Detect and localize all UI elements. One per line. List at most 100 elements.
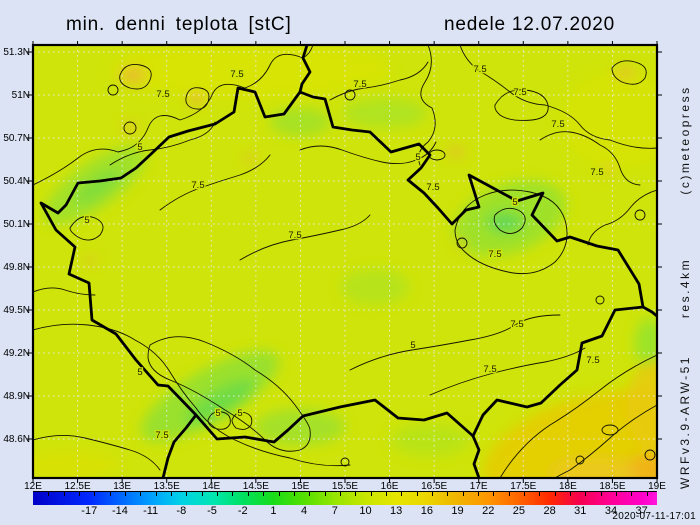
contour-lines	[33, 45, 657, 478]
colorbar-value-label: 4	[301, 505, 308, 517]
colorbar-tick	[508, 491, 510, 496]
lon-tick-label: 14E	[202, 481, 221, 492]
contour-label: 7.5	[426, 182, 439, 193]
contour-value-labels: 7.5 7.5 5 7.5 5 7.5 7.5 7.5 7.5 7.5 7.5 5 7.5 5 7.5 5 5 5…	[83, 63, 605, 443]
colorbar-value-label: 28	[543, 505, 556, 517]
colorbar-tick	[339, 491, 341, 496]
colorbar-tick	[48, 491, 50, 496]
contour-label: 7.5	[473, 64, 486, 75]
colorbar-tick	[79, 491, 81, 496]
colorbar-tick	[94, 491, 96, 496]
contour-label: 5	[137, 142, 142, 153]
lon-tick-label: 15E	[291, 481, 310, 492]
lon-tick-label: 18E	[558, 481, 577, 492]
contour-label: 7.5	[230, 69, 243, 80]
colorbar-value-label: 37	[635, 505, 648, 517]
colorbar-tick	[171, 491, 173, 496]
colorbar-value-label: -17	[81, 505, 98, 517]
lon-tick-label: 12E	[24, 481, 42, 492]
colorbar-tick	[646, 491, 648, 496]
lon-tick-label: 19E	[648, 481, 666, 492]
contour-label: 7.5	[156, 89, 169, 100]
colorbar-tick	[447, 491, 449, 496]
contour-label: 7.5	[191, 180, 204, 191]
lon-tick-label: 13E	[113, 481, 132, 492]
colorbar-tick	[539, 491, 541, 496]
colorbar-value-label: 1	[270, 505, 277, 517]
contour-label: 7.5	[586, 355, 599, 366]
forecast-date: nedele 12.07.2020	[444, 14, 616, 35]
colorbar-tick	[477, 491, 479, 496]
colorbar-tick	[278, 491, 280, 496]
colorbar-tick	[140, 491, 142, 496]
lat-tick-label: 50.7N	[3, 133, 30, 144]
lon-tick-label: 14.5E	[242, 481, 269, 492]
contour-label: 7.5	[483, 364, 496, 375]
colorbar-tick	[585, 491, 587, 496]
czech-border	[39, 86, 645, 444]
colorbar-value-label: 34	[604, 505, 618, 517]
country-borders	[39, 45, 657, 478]
colorbar-tick	[293, 491, 295, 496]
lon-tick-label: 17E	[469, 481, 488, 492]
lon-tick-label: 17.5E	[510, 481, 537, 492]
colorbar-tick	[355, 491, 357, 496]
contour-label: 7.5	[513, 87, 526, 98]
lat-tick-label: 50.1N	[3, 219, 30, 230]
colorbar-value-label: 16	[420, 505, 433, 517]
colorbar-tick	[600, 491, 602, 496]
contour-label: 7.5	[488, 249, 501, 260]
colorbar-tick	[554, 491, 556, 496]
contour-label: 5	[415, 152, 420, 163]
colorbar-value-label: 10	[359, 505, 372, 517]
colorbar-value-label: 25	[512, 505, 526, 517]
colorbar-tick	[247, 491, 249, 496]
contour-label: 7.5	[353, 79, 366, 90]
resolution-watermark: res.4km	[678, 257, 692, 319]
de-pl-border	[298, 45, 312, 94]
contour-label: 7.5	[590, 167, 603, 178]
contour-label: 5	[84, 215, 89, 226]
contour-label: 5	[137, 367, 142, 378]
colorbar-tick	[570, 491, 572, 496]
colorbar-tick	[109, 491, 111, 496]
colorbar-value-label: 19	[451, 505, 464, 517]
lon-tick-label: 16E	[380, 481, 399, 492]
colorbar-tick	[631, 491, 633, 496]
lon-tick-label: 12.5E	[64, 481, 91, 492]
credit-watermark: (c)meteopress	[678, 85, 692, 195]
sk-at-border	[471, 434, 481, 478]
colorbar-tick	[416, 491, 418, 496]
graticule	[33, 45, 657, 478]
contour-label: 7.5	[288, 230, 301, 241]
colorbar-tick	[186, 491, 188, 496]
lat-tick-label: 48.6N	[3, 434, 30, 445]
colorbar-tick	[63, 491, 65, 496]
lat-tick-label: 50.4N	[3, 176, 30, 187]
colorbar-value-label: 31	[574, 505, 587, 517]
lat-tick-label: 51.3N	[3, 47, 30, 58]
lat-tick-label: 49.5N	[3, 305, 30, 316]
lat-tick-label: 49.8N	[3, 262, 30, 273]
map-frame	[31, 43, 659, 480]
colorbar-tick	[201, 491, 203, 496]
colorbar-tick	[616, 491, 618, 496]
lon-tick-label: 16.5E	[421, 481, 448, 492]
model-run-timestamp: 2020-07-11-17:01	[612, 511, 696, 522]
colorbar-tick	[385, 491, 387, 496]
colorbar-value-label: 13	[390, 505, 403, 517]
temperature-colorbar	[33, 491, 657, 505]
colorbar-tick	[309, 491, 311, 496]
model-watermark: WRFv3.9-ARW-51	[678, 355, 692, 489]
temperature-shading	[33, 45, 657, 478]
lon-tick-label: 13.5E	[153, 481, 180, 492]
lat-tick-label: 49.2N	[3, 348, 30, 359]
colorbar-value-label: -14	[111, 505, 128, 517]
colorbar-tick	[324, 491, 326, 496]
contour-label: 7.5	[551, 119, 564, 130]
colorbar-tick	[524, 491, 526, 496]
colorbar-tick	[263, 491, 265, 496]
lon-tick-label: 18.5E	[599, 481, 626, 492]
contour-label: 5	[215, 408, 220, 419]
